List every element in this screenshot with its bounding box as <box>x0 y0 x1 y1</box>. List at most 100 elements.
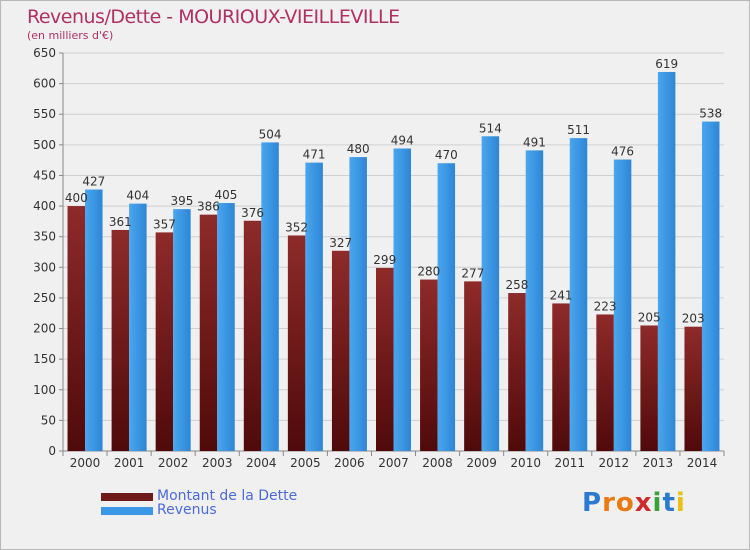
bar-dette <box>331 250 350 451</box>
data-label-revenus: 494 <box>391 134 414 148</box>
x-tick-label: 2001 <box>114 456 145 470</box>
bar-dette <box>640 325 658 451</box>
logo-letter: i <box>652 488 663 518</box>
data-label-revenus: 619 <box>655 57 678 71</box>
bar-dette <box>552 303 570 451</box>
bar-dette <box>508 293 526 451</box>
x-tick-label: 2009 <box>466 456 497 470</box>
bar-dette <box>287 235 306 451</box>
legend-swatch-dette <box>101 493 153 501</box>
data-label-revenus: 405 <box>215 188 238 202</box>
data-label-dette: 352 <box>285 220 308 234</box>
data-label-dette: 258 <box>505 278 528 292</box>
data-label-revenus: 511 <box>567 123 590 137</box>
x-tick-label: 2008 <box>422 456 453 470</box>
bar-revenus <box>261 142 279 452</box>
x-tick-label: 2007 <box>378 456 409 470</box>
y-tick-label: 200 <box>33 322 56 336</box>
x-tick-label: 2000 <box>70 456 101 470</box>
bar-revenus <box>349 157 367 452</box>
bar-dette <box>199 214 218 451</box>
data-label-dette: 277 <box>461 266 484 280</box>
bar-revenus <box>85 189 103 451</box>
y-tick-label: 250 <box>33 291 56 305</box>
x-tick-label: 2012 <box>599 456 630 470</box>
data-label-revenus: 395 <box>170 194 193 208</box>
x-tick-label: 2006 <box>334 456 365 470</box>
y-tick-label: 350 <box>33 230 56 244</box>
bar-dette <box>596 314 614 451</box>
y-tick-label: 400 <box>33 199 56 213</box>
x-tick-label: 2013 <box>643 456 674 470</box>
logo-letter: i <box>675 488 686 518</box>
data-label-dette: 280 <box>417 265 440 279</box>
logo-letter: o <box>615 488 635 518</box>
bar-revenus <box>129 203 147 451</box>
y-tick-label: 600 <box>33 77 56 91</box>
y-tick-label: 150 <box>33 352 56 366</box>
logo-letter: x <box>634 488 653 518</box>
bar-revenus <box>393 148 411 451</box>
y-tick-label: 300 <box>33 260 56 274</box>
data-label-dette: 203 <box>682 312 705 326</box>
data-label-dette: 205 <box>638 310 661 324</box>
legend-swatch-revenus <box>101 507 153 515</box>
bar-dette <box>243 220 262 451</box>
data-label-revenus: 471 <box>303 148 326 162</box>
logo-letter: P <box>582 488 603 518</box>
bar-dette <box>155 232 174 451</box>
x-tick-label: 2005 <box>290 456 321 470</box>
bar-dette <box>376 267 394 451</box>
data-label-dette: 299 <box>373 253 396 267</box>
logo-letter: r <box>602 488 616 518</box>
data-label-revenus: 470 <box>435 148 458 162</box>
data-label-dette: 327 <box>329 236 352 250</box>
y-tick-label: 650 <box>33 46 56 60</box>
data-label-revenus: 427 <box>82 175 105 189</box>
x-tick-label: 2003 <box>202 456 233 470</box>
y-tick-label: 450 <box>33 168 56 182</box>
x-tick-label: 2014 <box>687 456 718 470</box>
x-tick-label: 2011 <box>554 456 585 470</box>
bar-revenus <box>613 159 632 451</box>
proxiti-logo: Proxiti <box>582 488 686 518</box>
y-tick-label: 0 <box>48 444 56 458</box>
legend-label-dette: Montant de la Dette <box>157 488 298 504</box>
x-tick-label: 2004 <box>246 456 277 470</box>
chart-title: Revenus/Dette - MOURIOUX-VIEILLEVILLE <box>27 6 400 28</box>
data-label-revenus: 476 <box>611 145 634 159</box>
bar-dette <box>684 326 702 451</box>
data-label-dette: 386 <box>197 200 220 214</box>
data-label-dette: 241 <box>550 288 573 302</box>
y-tick-label: 50 <box>41 413 56 427</box>
bar-revenus <box>305 162 323 451</box>
bar-revenus <box>657 71 676 451</box>
x-tick-label: 2002 <box>158 456 189 470</box>
data-label-revenus: 404 <box>126 189 149 203</box>
bar-revenus <box>525 150 544 451</box>
data-label-revenus: 491 <box>523 135 546 149</box>
data-label-dette: 361 <box>109 215 132 229</box>
bar-dette <box>111 229 130 451</box>
bar-revenus <box>217 203 235 451</box>
chart-subtitle: (en milliers d'€) <box>27 29 114 42</box>
legend-label-revenus: Revenus <box>157 502 217 518</box>
bar-dette <box>464 281 482 451</box>
bar-revenus <box>437 163 456 451</box>
x-tick-label: 2010 <box>510 456 541 470</box>
data-label-revenus: 480 <box>347 142 370 156</box>
y-tick-label: 500 <box>33 138 56 152</box>
data-label-revenus: 504 <box>259 127 282 141</box>
logo-letter: t <box>662 488 676 518</box>
bar-dette <box>67 206 86 451</box>
data-label-dette: 400 <box>65 191 88 205</box>
data-label-dette: 223 <box>594 299 617 313</box>
data-label-dette: 376 <box>241 206 264 220</box>
bar-revenus <box>701 121 720 451</box>
data-label-revenus: 514 <box>479 121 502 135</box>
bar-revenus <box>481 136 500 451</box>
data-label-dette: 357 <box>153 217 176 231</box>
data-label-revenus: 538 <box>699 107 722 121</box>
